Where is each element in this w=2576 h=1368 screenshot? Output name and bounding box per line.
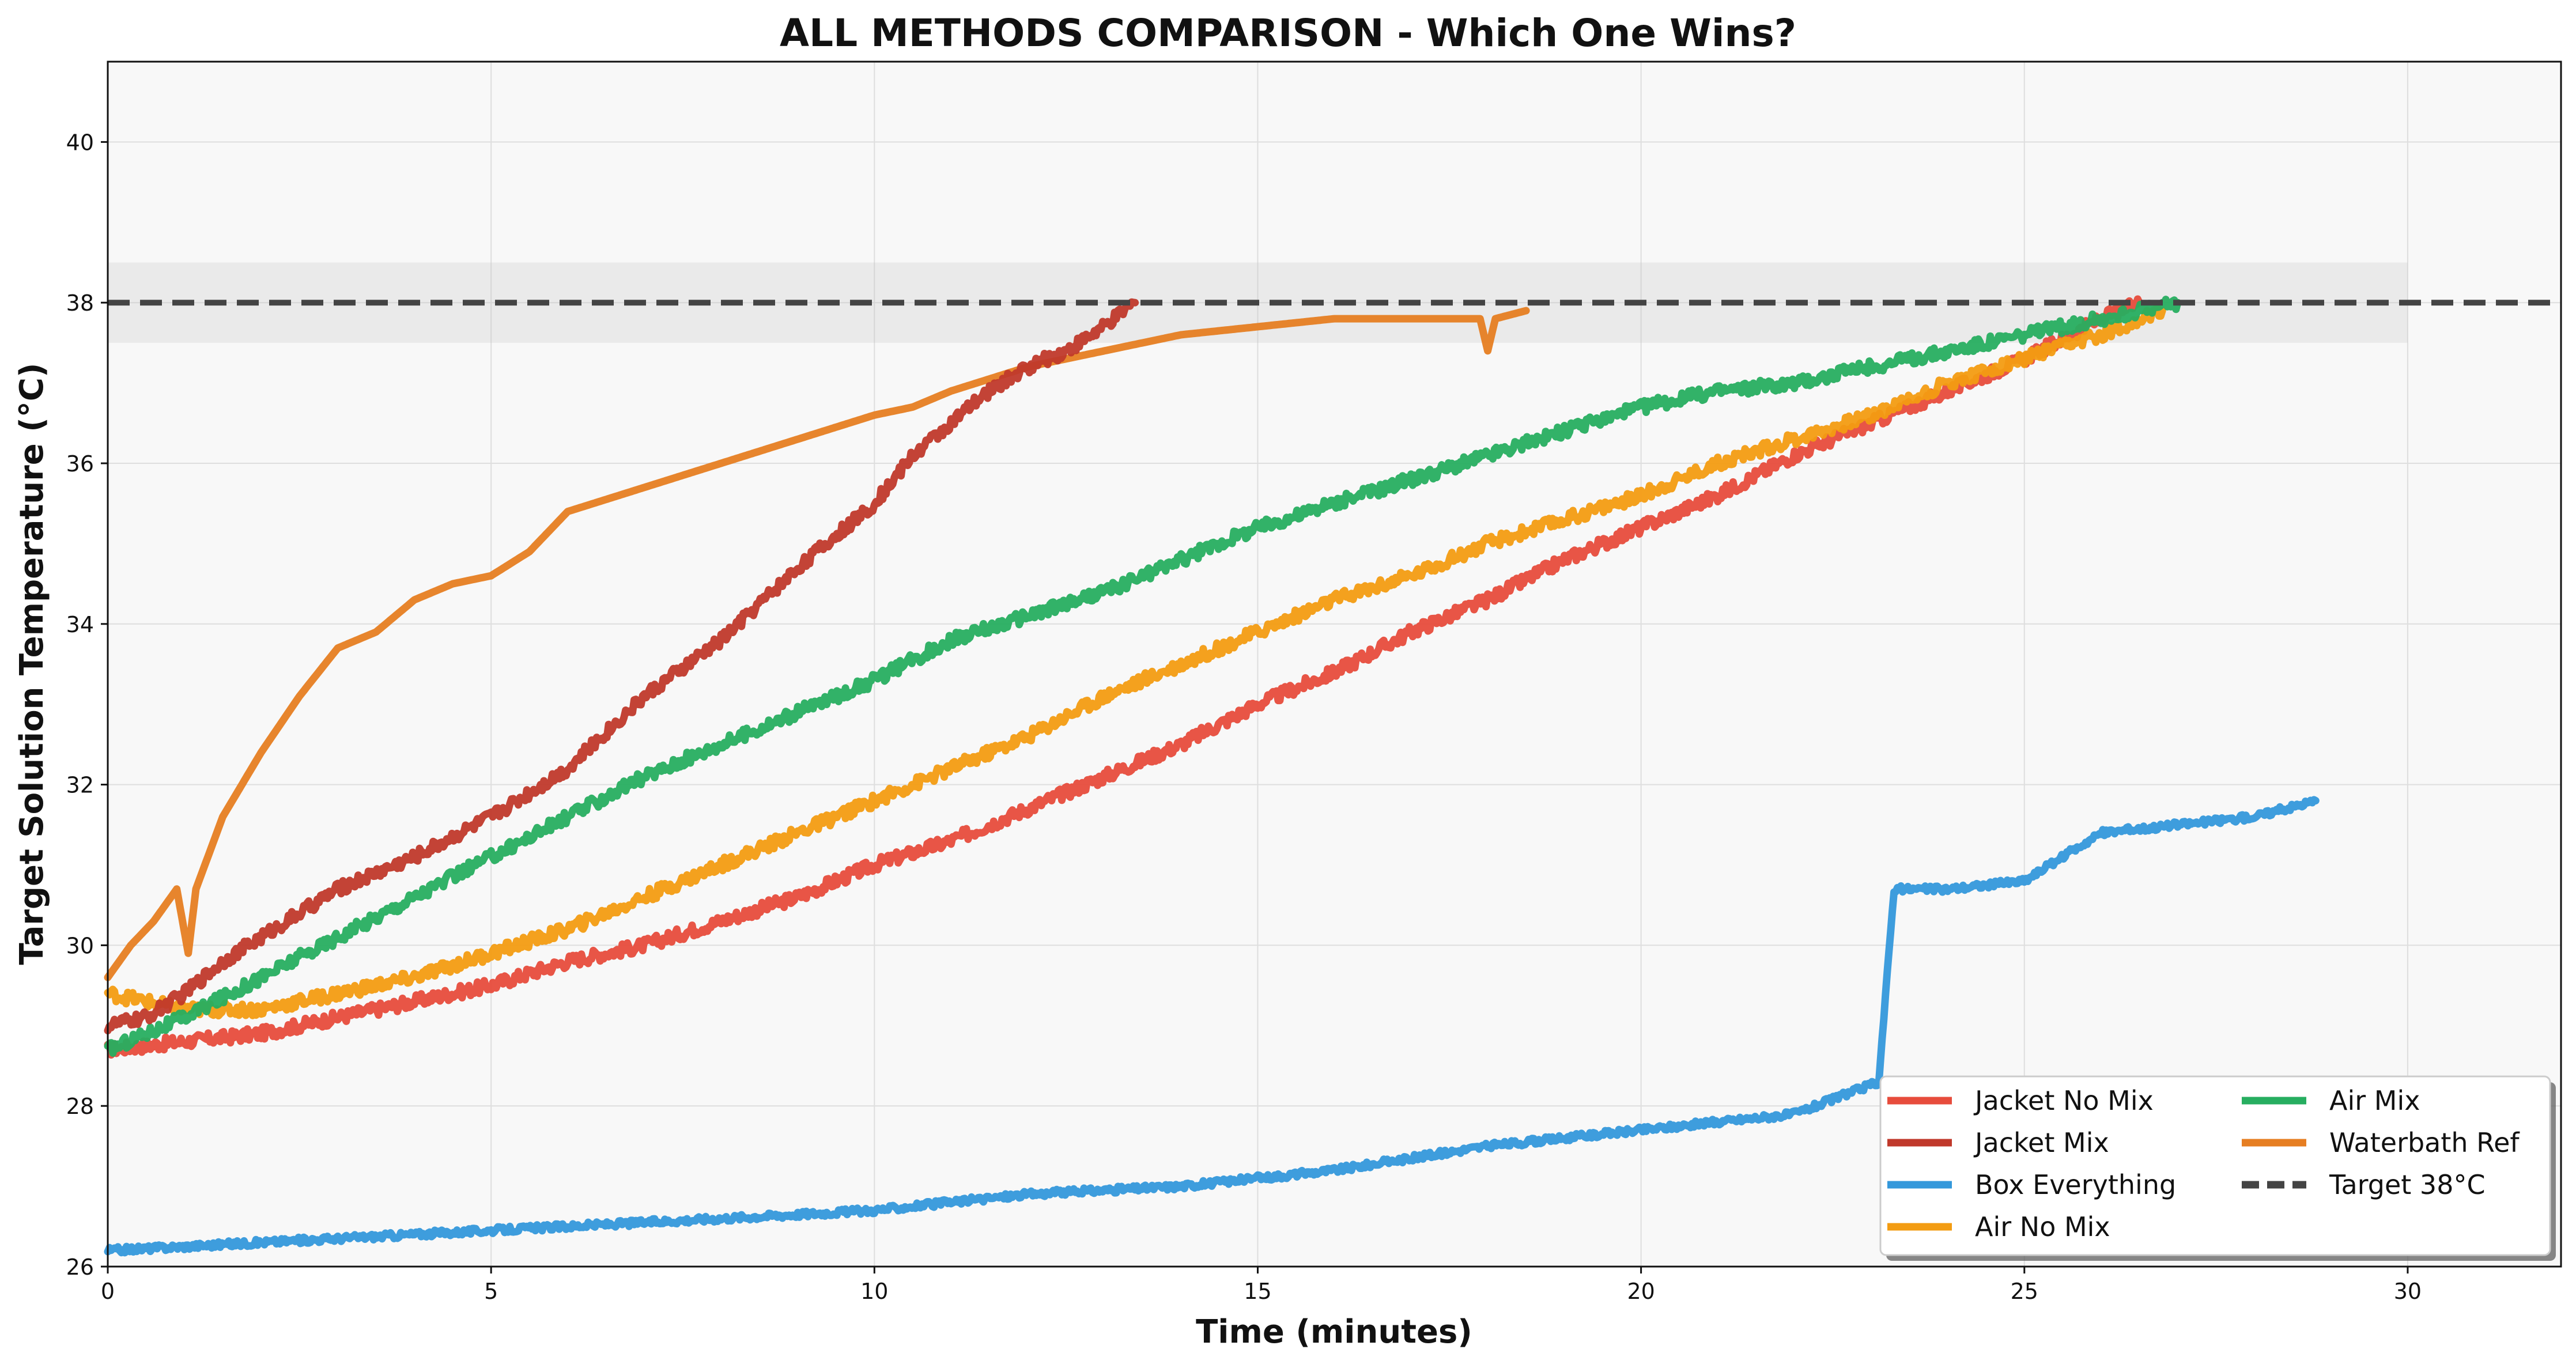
- x-tick-label: 0: [101, 1279, 115, 1304]
- y-axis-label: Target Solution Temperature (°C): [13, 363, 51, 965]
- series-line: [104, 303, 2166, 1020]
- legend-box: [1879, 1075, 2551, 1256]
- plot-area: [108, 62, 2561, 1267]
- series-line: [104, 295, 2143, 1059]
- legend-label: Air Mix: [2329, 1085, 2420, 1116]
- series-line: [104, 296, 2182, 1057]
- x-tick-label: 25: [2011, 1279, 2038, 1304]
- legend-label: Box Everything: [1975, 1169, 2176, 1200]
- series-layer: [104, 295, 2320, 1257]
- y-tick-label: 36: [66, 451, 94, 477]
- x-axis-ticks: 0 5 10 15 20 25 30: [101, 1267, 2422, 1304]
- y-tick-label: 34: [66, 612, 94, 637]
- x-tick-label: 10: [860, 1279, 888, 1304]
- x-axis-label: Time (minutes): [1196, 1313, 1472, 1351]
- x-tick-label: 15: [1244, 1279, 1271, 1304]
- legend: Jacket No Mix Jacket Mix Box Everything Air…: [1879, 1075, 2556, 1261]
- x-tick-label: 30: [2394, 1279, 2422, 1304]
- chart-title: ALL METHODS COMPARISON - Which One Wins?: [780, 11, 1796, 55]
- series-line: [104, 796, 2320, 1257]
- y-tick-label: 38: [66, 290, 94, 316]
- y-tick-label: 32: [66, 773, 94, 798]
- y-tick-label: 40: [66, 130, 94, 155]
- y-tick-label: 26: [66, 1254, 94, 1280]
- legend-label: Target 38°C: [2329, 1169, 2486, 1200]
- y-axis-ticks: 26 28 30 32 34 36 38 40: [66, 130, 108, 1280]
- series-line: [104, 298, 1139, 1034]
- plot-frame: [107, 61, 2562, 1268]
- y-tick-label: 30: [66, 933, 94, 958]
- series-line: [104, 307, 1530, 981]
- legend-label: Jacket Mix: [1973, 1127, 2109, 1158]
- legend-label: Waterbath Ref: [2329, 1127, 2520, 1158]
- legend-label: Jacket No Mix: [1973, 1085, 2154, 1116]
- x-tick-label: 20: [1627, 1279, 1655, 1304]
- y-tick-label: 28: [66, 1094, 94, 1119]
- x-tick-label: 5: [484, 1279, 498, 1304]
- legend-label: Air No Mix: [1975, 1211, 2110, 1242]
